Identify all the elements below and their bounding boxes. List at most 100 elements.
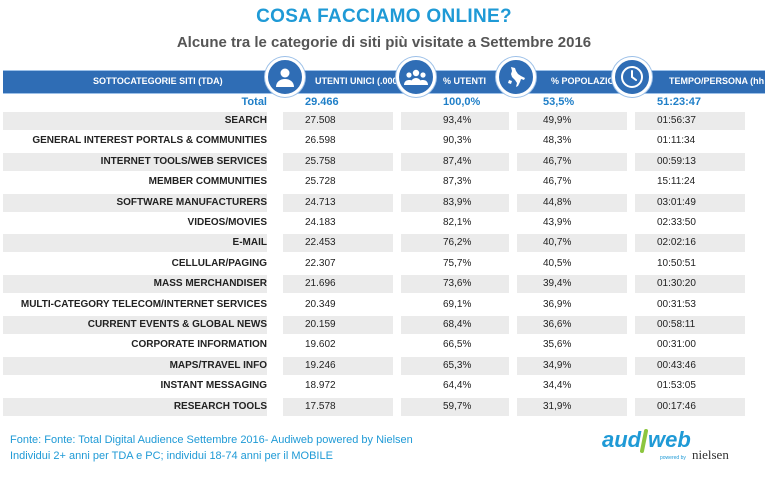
pct-population: 46,7% — [543, 176, 572, 188]
table-row: MEMBER COMMUNITIES 25.728 87,3% 46,7% 15:11:… — [3, 173, 765, 192]
category-name: MEMBER COMMUNITIES — [148, 176, 267, 188]
header-pct-pop: % POPOLAZIONE — [551, 76, 628, 86]
category-name: MASS MERCHANDISER — [3, 275, 267, 294]
table-row: MAPS/TRAVEL INFO 19.246 65,3% 34,9% 00:43:46 — [3, 356, 765, 376]
page-subtitle: Alcune tra le categorie di siti più visi… — [176, 34, 592, 51]
pct-population: 40,5% — [543, 257, 572, 269]
unique-users: 20.349 — [305, 298, 336, 310]
category-name: MULTI-CATEGORY TELECOM/INTERNET SERVICES — [20, 298, 267, 310]
pct-population: 49,9% — [517, 112, 627, 130]
unique-users: 20.159 — [283, 316, 393, 334]
table-row: INSTANT MESSAGING 18.972 64,4% 34,4% 01:53:0… — [3, 377, 765, 396]
category-name: INSTANT MESSAGING — [160, 380, 267, 392]
pct-population: 48,3% — [543, 135, 572, 147]
unique-users: 18.972 — [305, 380, 336, 392]
unique-users: 24.713 — [283, 193, 393, 212]
time-per-person: 00:31:00 — [657, 339, 696, 351]
category-name: CORPORATE INFORMATION — [131, 339, 267, 351]
category-name: GENERAL INTEREST PORTALS & COMMUNITIES — [32, 135, 267, 147]
time-per-person: 00:58:11 — [635, 316, 745, 334]
table-row: RESEARCH TOOLS 17.578 59,7% 31,9% 00:17:46 — [3, 397, 765, 417]
table-row: MULTI-CATEGORY TELECOM/INTERNET SERVICES… — [3, 296, 765, 315]
total-users: 29.466 — [305, 96, 339, 108]
pct-users: 87,4% — [401, 152, 509, 171]
header-users: UTENTI UNICI (.000) — [315, 76, 401, 86]
unique-users: 21.696 — [283, 275, 393, 294]
time-per-person: 01:11:34 — [657, 135, 696, 147]
header-category: SOTTOCATEGORIE SITI (TDA) — [93, 76, 223, 86]
pct-users: 75,7% — [443, 257, 472, 269]
category-name: RESEARCH TOOLS — [3, 397, 267, 416]
pct-population: 34,9% — [517, 356, 627, 375]
pct-population: 40,7% — [517, 234, 627, 253]
time-per-person: 01:56:37 — [635, 112, 745, 130]
table-row: GENERAL INTEREST PORTALS & COMMUNITIES 26… — [3, 132, 765, 151]
category-name: SEARCH — [3, 112, 267, 130]
italy-map-icon — [496, 57, 536, 97]
unique-users: 19.602 — [305, 339, 336, 351]
pct-users: 87,3% — [443, 176, 472, 188]
page-title: COSA FACCIAMO ONLINE? — [256, 6, 512, 27]
svg-text:powered by: powered by — [660, 455, 686, 461]
table-row: MASS MERCHANDISER 21.696 73,6% 39,4% 01:30:2… — [3, 275, 765, 294]
pct-users: 65,3% — [401, 356, 509, 375]
footer-note: Individui 2+ anni per TDA e PC; individu… — [10, 450, 333, 462]
pct-users: 76,2% — [401, 234, 509, 253]
table-row-total: Total 29.466 100,0% 53,5% 51:23:47 — [3, 93, 765, 112]
svg-text:web: web — [648, 427, 691, 452]
pct-users: 83,9% — [401, 193, 509, 212]
time-per-person: 02:33:50 — [657, 217, 696, 228]
pct-users: 73,6% — [401, 275, 509, 294]
time-per-person: 00:17:46 — [635, 397, 745, 416]
clock-icon — [612, 57, 652, 97]
unique-users: 17.578 — [283, 397, 393, 416]
group-icon — [396, 57, 436, 97]
category-name: VIDEOS/MOVIES — [187, 217, 267, 228]
pct-population: 35,6% — [543, 339, 572, 351]
total-pct-pop: 53,5% — [543, 96, 575, 108]
unique-users: 22.307 — [305, 257, 336, 269]
table-row: SOFTWARE MANUFACTURERS 24.713 83,9% 44,8% 03… — [3, 193, 765, 213]
table-row: CURRENT EVENTS & GLOBAL NEWS 20.159 68,4% 3… — [3, 316, 765, 335]
unique-users: 26.598 — [305, 135, 336, 147]
pct-users: 59,7% — [401, 397, 509, 416]
pct-population: 46,7% — [517, 152, 627, 171]
unique-users: 25.758 — [283, 152, 393, 171]
category-name: SOFTWARE MANUFACTURERS — [3, 193, 267, 212]
pct-population: 43,9% — [543, 217, 572, 228]
pct-users: 90,3% — [443, 135, 472, 147]
user-icon — [265, 57, 305, 97]
time-per-person: 10:50:51 — [657, 257, 696, 269]
time-per-person: 01:30:20 — [635, 275, 745, 294]
category-name: INTERNET TOOLS/WEB SERVICES — [3, 152, 267, 171]
svg-text:nielsen: nielsen — [692, 447, 729, 462]
pct-users: 68,4% — [401, 316, 509, 334]
pct-population: 34,4% — [543, 380, 572, 392]
time-per-person: 15:11:24 — [657, 176, 696, 188]
pct-users: 82,1% — [443, 217, 472, 228]
audiweb-logo: aud web powered by nielsen — [602, 427, 752, 467]
time-per-person: 03:01:49 — [635, 193, 745, 212]
unique-users: 27.508 — [283, 112, 393, 130]
time-per-person: 00:59:13 — [635, 152, 745, 171]
total-pct-users: 100,0% — [443, 96, 481, 108]
unique-users: 22.453 — [283, 234, 393, 253]
pct-users: 93,4% — [401, 112, 509, 130]
footer-source: Fonte: Fonte: Total Digital Audience Set… — [10, 434, 413, 446]
category-name: CURRENT EVENTS & GLOBAL NEWS — [3, 316, 267, 334]
category-name: MAPS/TRAVEL INFO — [3, 356, 267, 375]
pct-population: 39,4% — [517, 275, 627, 294]
table-row: CORPORATE INFORMATION 19.602 66,5% 35,6% 00:… — [3, 336, 765, 355]
category-name: E-MAIL — [3, 234, 267, 253]
time-per-person: 00:31:53 — [657, 298, 696, 310]
time-per-person: 00:43:46 — [635, 356, 745, 375]
unique-users: 19.246 — [283, 356, 393, 375]
pct-population: 36,9% — [543, 298, 572, 310]
pct-users: 64,4% — [443, 380, 472, 392]
pct-users: 69,1% — [443, 298, 472, 310]
total-label: Total — [241, 96, 267, 108]
time-per-person: 02:02:16 — [635, 234, 745, 253]
time-per-person: 01:53:05 — [657, 380, 696, 392]
unique-users: 25.728 — [305, 176, 336, 188]
table-row: E-MAIL 22.453 76,2% 40,7% 02:02:16 — [3, 234, 765, 253]
